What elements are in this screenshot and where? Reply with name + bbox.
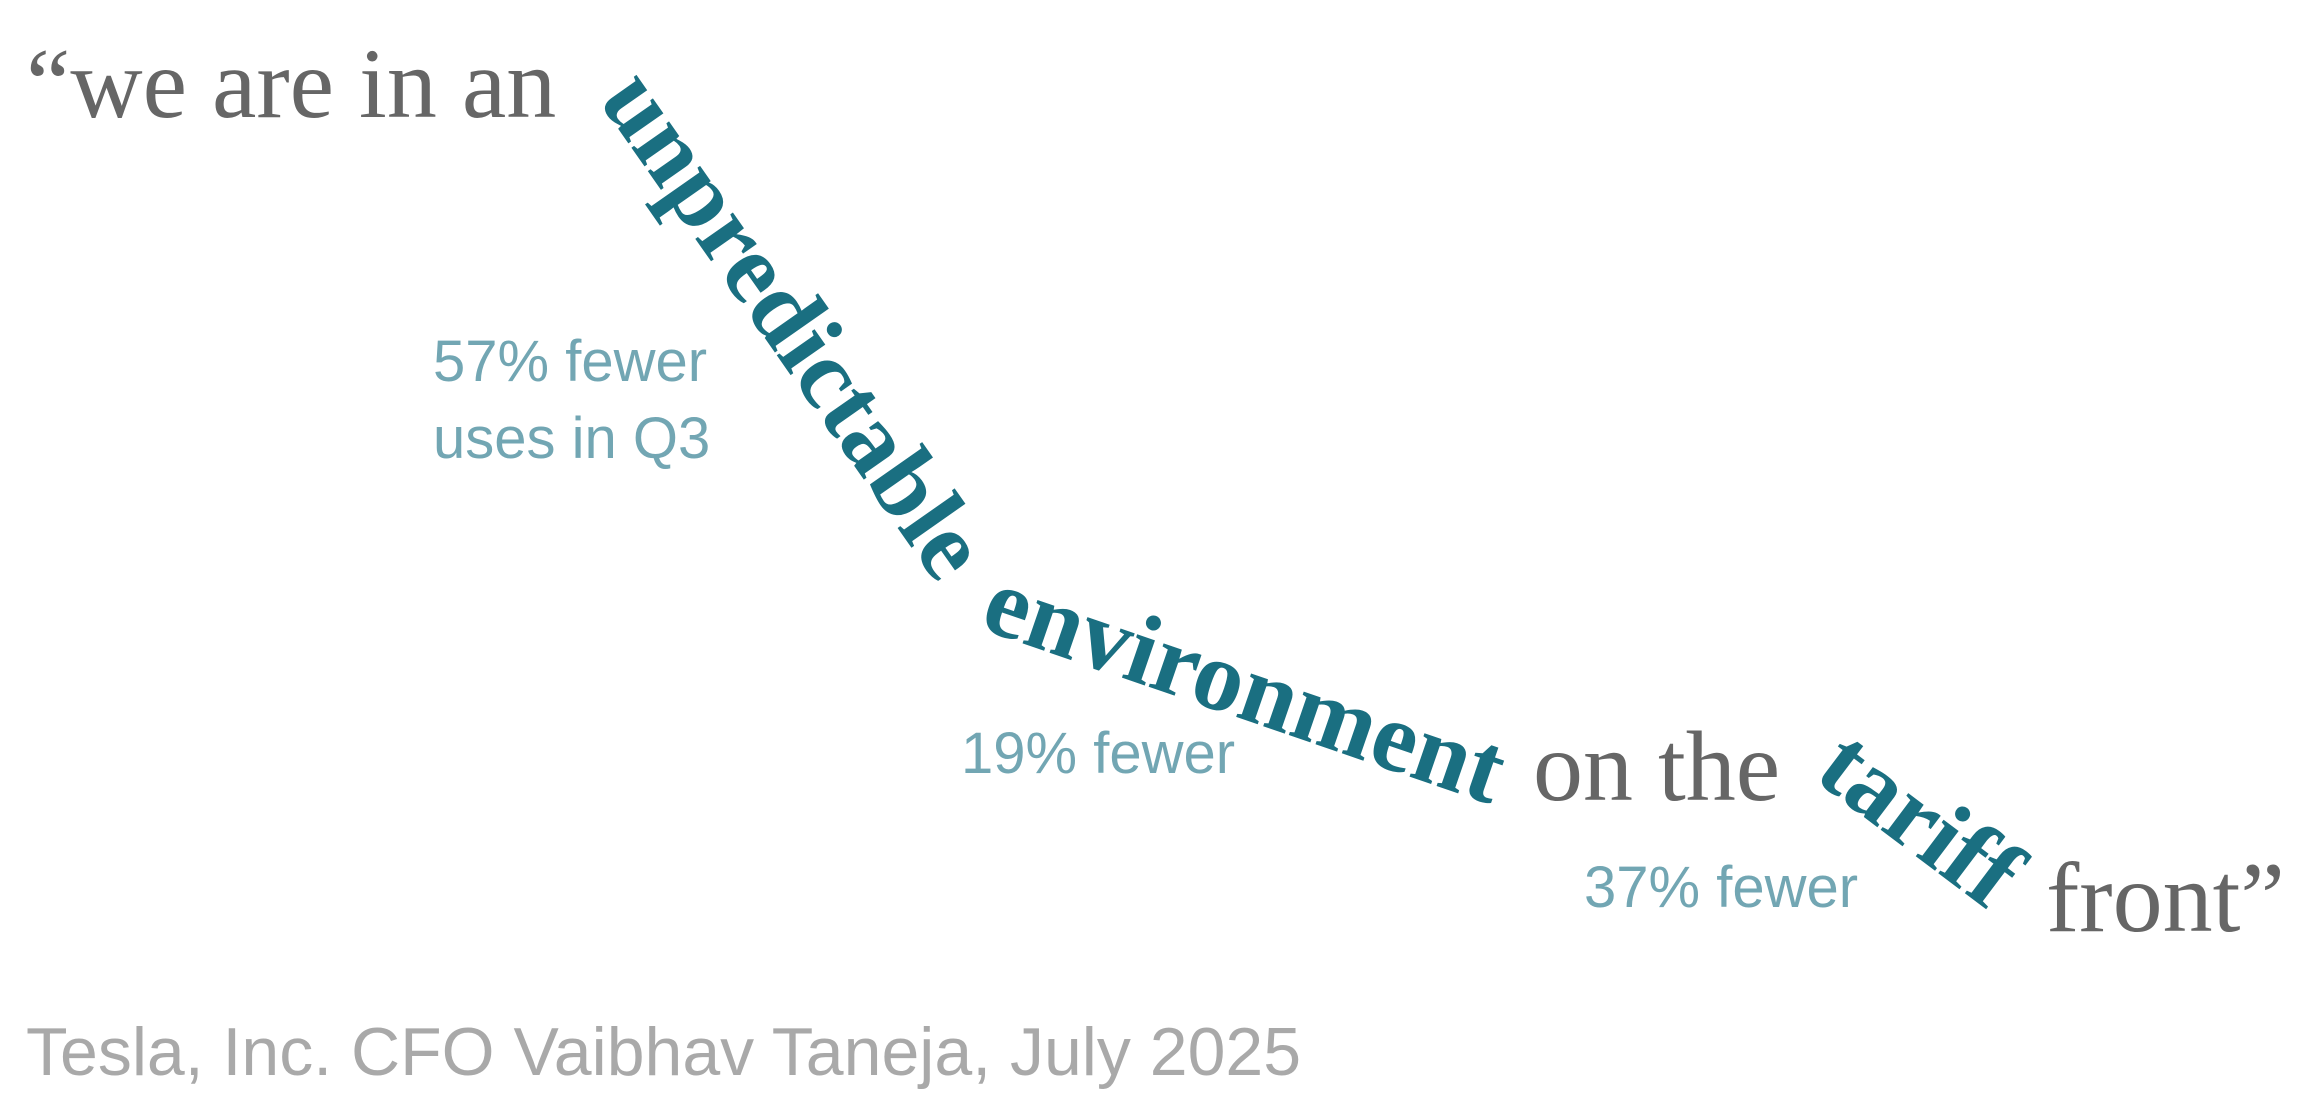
annotation-line: 57% fewer bbox=[433, 329, 707, 394]
annotation-line: 19% fewer bbox=[961, 721, 1235, 786]
quote-segment: on the bbox=[1533, 711, 1780, 822]
quote-segment: “we are in an bbox=[26, 28, 556, 139]
annotation-line: uses in Q3 bbox=[433, 406, 710, 471]
attribution: Tesla, Inc. CFO Vaibhav Taneja, July 202… bbox=[26, 1014, 1301, 1090]
quote-segment: unpredictable bbox=[580, 49, 1011, 598]
annotation-line: 37% fewer bbox=[1584, 855, 1858, 920]
quote-segment: front” bbox=[2046, 842, 2285, 953]
